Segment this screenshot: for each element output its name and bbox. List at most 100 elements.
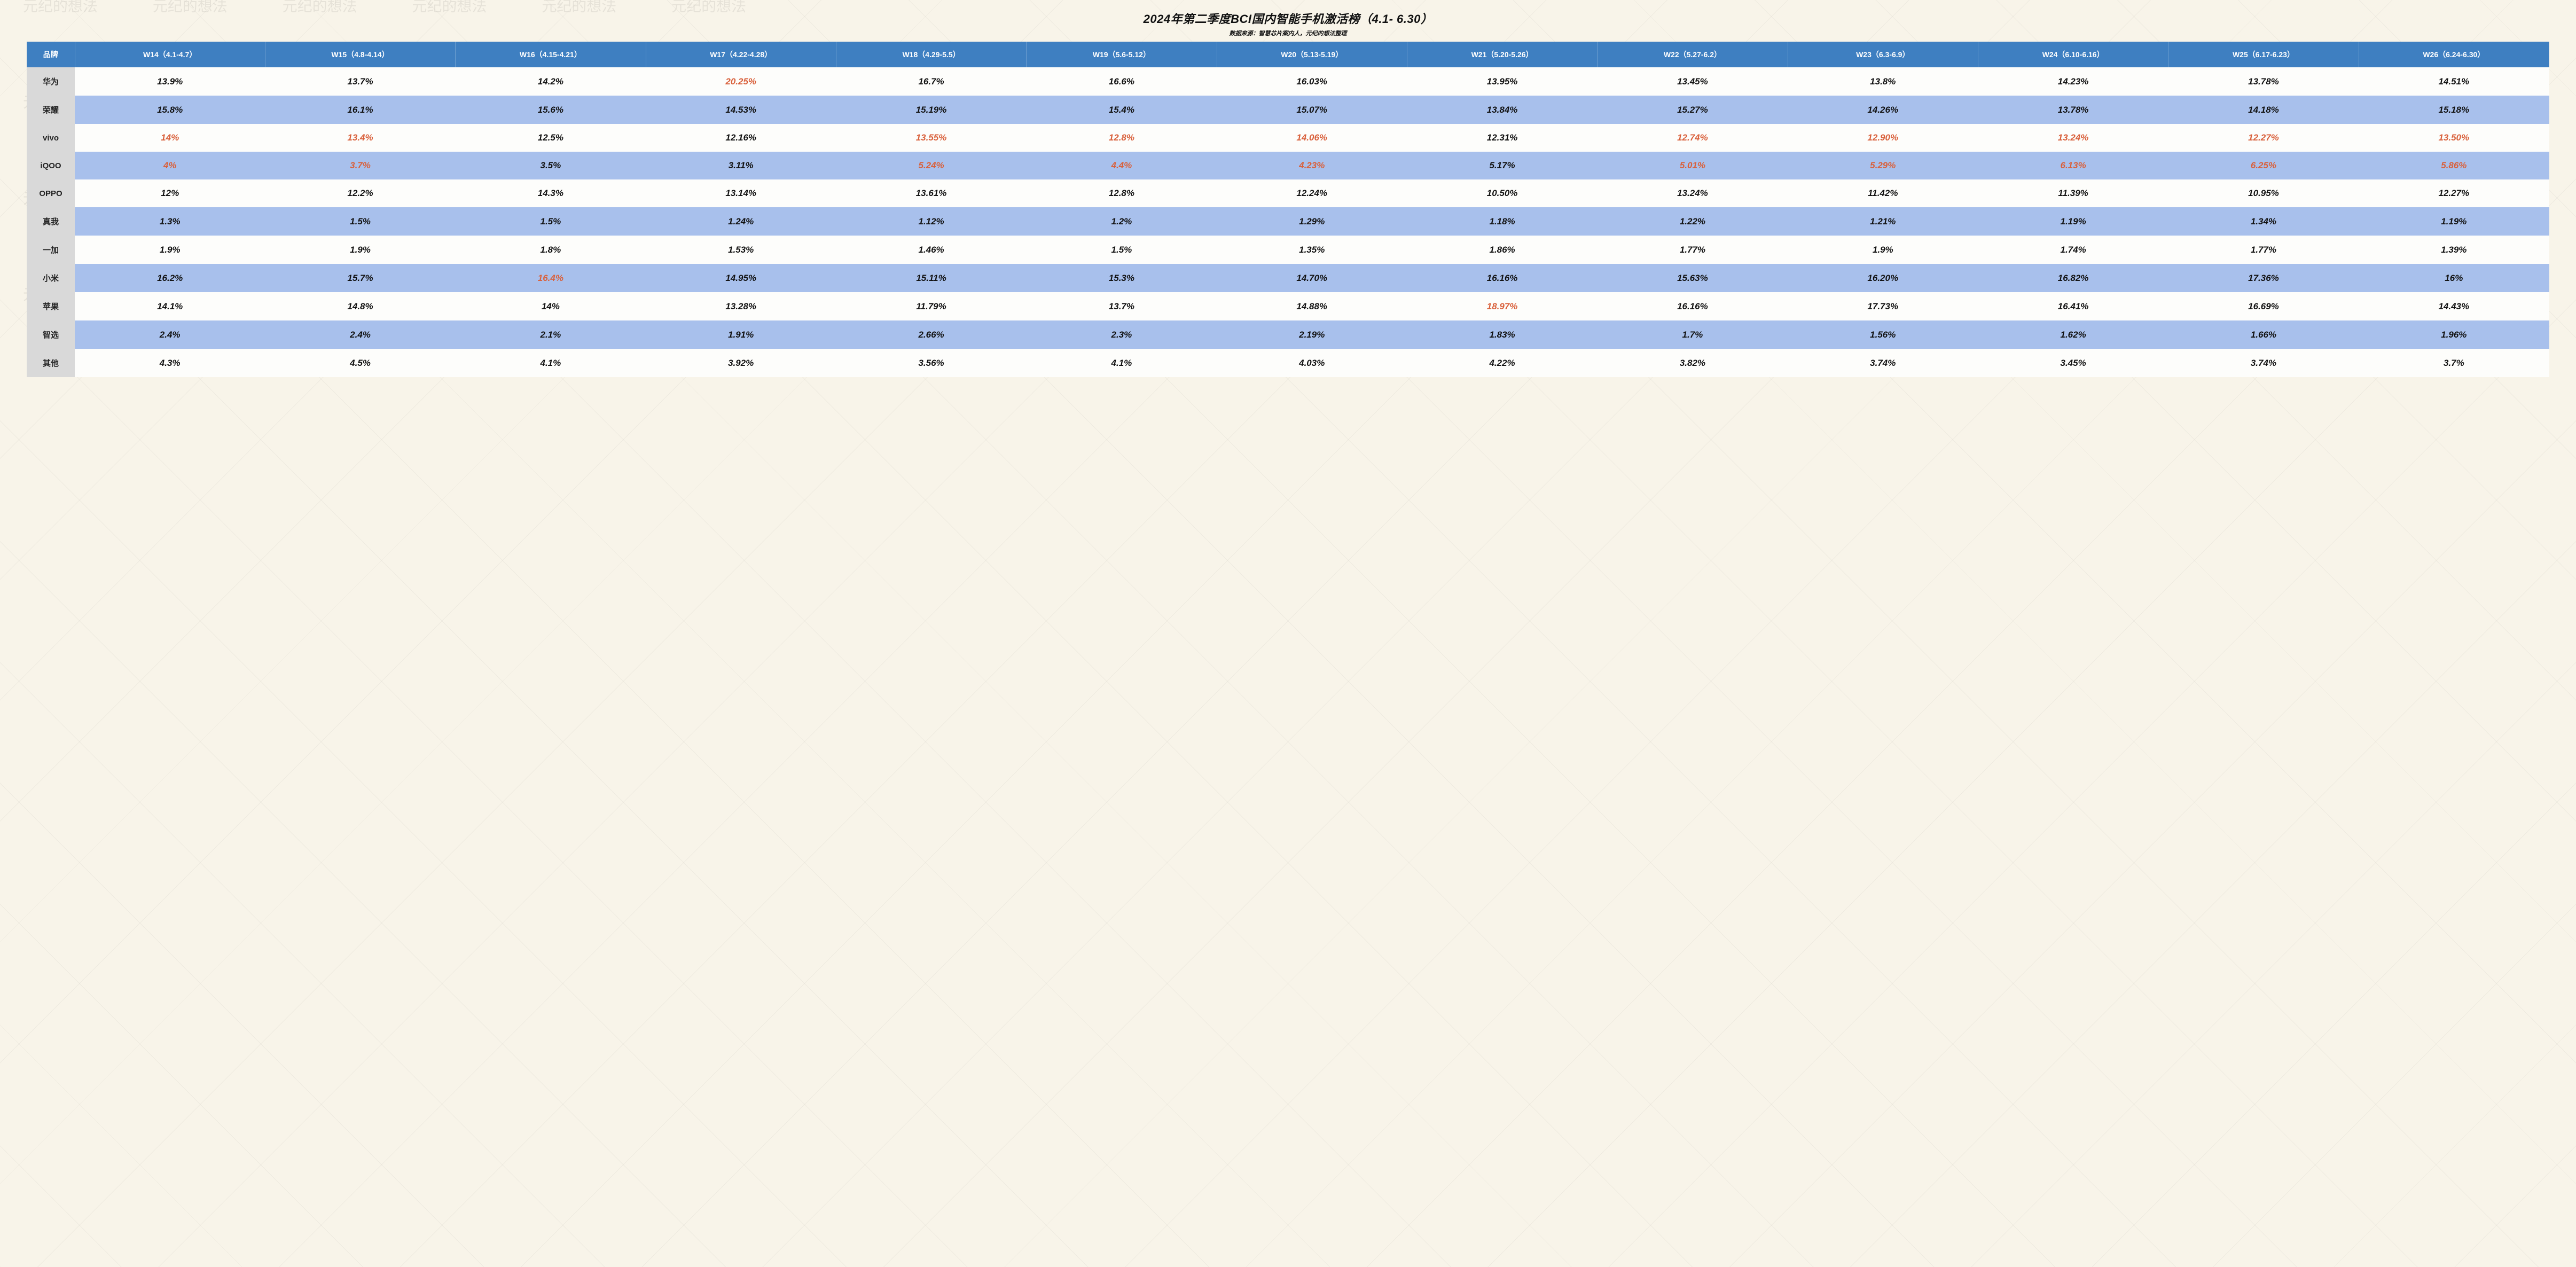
col-week: W21（5.20-5.26）: [1407, 42, 1597, 67]
value-cell: 2.66%: [836, 320, 1026, 349]
value-cell: 12.27%: [2168, 124, 2359, 152]
value-cell: 1.29%: [1217, 207, 1407, 236]
value-cell: 12.16%: [646, 124, 836, 152]
value-cell: 13.61%: [836, 179, 1026, 207]
brand-cell: 真我: [27, 207, 75, 236]
value-cell: 1.12%: [836, 207, 1026, 236]
value-cell: 16.41%: [1978, 292, 2168, 320]
brand-cell: 其他: [27, 349, 75, 377]
value-cell: 12.5%: [456, 124, 646, 152]
value-cell: 4%: [75, 152, 265, 179]
page-container: 2024年第二季度BCI国内智能手机激活榜（4.1- 6.30） 数据来源：智慧…: [0, 0, 2576, 1267]
value-cell: 3.7%: [265, 152, 455, 179]
table-row: 华为13.9%13.7%14.2%20.25%16.7%16.6%16.03%1…: [27, 67, 2549, 96]
value-cell: 4.23%: [1217, 152, 1407, 179]
table-row: 荣耀15.8%16.1%15.6%14.53%15.19%15.4%15.07%…: [27, 96, 2549, 124]
table-row: 一加1.9%1.9%1.8%1.53%1.46%1.5%1.35%1.86%1.…: [27, 236, 2549, 264]
value-cell: 12.24%: [1217, 179, 1407, 207]
value-cell: 4.1%: [456, 349, 646, 377]
value-cell: 16.69%: [2168, 292, 2359, 320]
value-cell: 2.4%: [265, 320, 455, 349]
value-cell: 1.74%: [1978, 236, 2168, 264]
value-cell: 1.91%: [646, 320, 836, 349]
col-week: W15（4.8-4.14）: [265, 42, 455, 67]
value-cell: 17.36%: [2168, 264, 2359, 292]
brand-cell: 苹果: [27, 292, 75, 320]
table-row: 智选2.4%2.4%2.1%1.91%2.66%2.3%2.19%1.83%1.…: [27, 320, 2549, 349]
value-cell: 14.2%: [456, 67, 646, 96]
table-row: 真我1.3%1.5%1.5%1.24%1.12%1.2%1.29%1.18%1.…: [27, 207, 2549, 236]
value-cell: 15.11%: [836, 264, 1026, 292]
value-cell: 16.16%: [1598, 292, 1788, 320]
value-cell: 1.39%: [2359, 236, 2549, 264]
value-cell: 13.14%: [646, 179, 836, 207]
value-cell: 12.90%: [1788, 124, 1978, 152]
col-week: W26（6.24-6.30）: [2359, 42, 2549, 67]
value-cell: 3.74%: [1788, 349, 1978, 377]
value-cell: 1.9%: [1788, 236, 1978, 264]
value-cell: 4.22%: [1407, 349, 1597, 377]
col-week: W20（5.13-5.19）: [1217, 42, 1407, 67]
value-cell: 1.77%: [1598, 236, 1788, 264]
value-cell: 1.83%: [1407, 320, 1597, 349]
value-cell: 1.9%: [265, 236, 455, 264]
value-cell: 16.6%: [1027, 67, 1217, 96]
value-cell: 14.26%: [1788, 96, 1978, 124]
value-cell: 16%: [2359, 264, 2549, 292]
value-cell: 14.3%: [456, 179, 646, 207]
brand-cell: 一加: [27, 236, 75, 264]
col-week: W17（4.22-4.28）: [646, 42, 836, 67]
value-cell: 13.7%: [1027, 292, 1217, 320]
value-cell: 13.9%: [75, 67, 265, 96]
value-cell: 14.43%: [2359, 292, 2549, 320]
table-row: OPPO12%12.2%14.3%13.14%13.61%12.8%12.24%…: [27, 179, 2549, 207]
table-header: 品牌W14（4.1-4.7）W15（4.8-4.14）W16（4.15-4.21…: [27, 42, 2549, 67]
value-cell: 15.7%: [265, 264, 455, 292]
value-cell: 1.56%: [1788, 320, 1978, 349]
value-cell: 11.42%: [1788, 179, 1978, 207]
value-cell: 14.8%: [265, 292, 455, 320]
value-cell: 16.20%: [1788, 264, 1978, 292]
value-cell: 1.21%: [1788, 207, 1978, 236]
value-cell: 11.39%: [1978, 179, 2168, 207]
value-cell: 15.8%: [75, 96, 265, 124]
value-cell: 13.24%: [1598, 179, 1788, 207]
value-cell: 5.17%: [1407, 152, 1597, 179]
value-cell: 4.03%: [1217, 349, 1407, 377]
value-cell: 1.24%: [646, 207, 836, 236]
value-cell: 1.9%: [75, 236, 265, 264]
brand-cell: 智选: [27, 320, 75, 349]
value-cell: 18.97%: [1407, 292, 1597, 320]
col-week: W18（4.29-5.5）: [836, 42, 1026, 67]
value-cell: 13.7%: [265, 67, 455, 96]
value-cell: 1.53%: [646, 236, 836, 264]
value-cell: 13.78%: [2168, 67, 2359, 96]
value-cell: 10.95%: [2168, 179, 2359, 207]
value-cell: 15.18%: [2359, 96, 2549, 124]
table-body: 华为13.9%13.7%14.2%20.25%16.7%16.6%16.03%1…: [27, 67, 2549, 377]
value-cell: 15.19%: [836, 96, 1026, 124]
value-cell: 13.50%: [2359, 124, 2549, 152]
value-cell: 1.2%: [1027, 207, 1217, 236]
table-row: iQOO4%3.7%3.5%3.11%5.24%4.4%4.23%5.17%5.…: [27, 152, 2549, 179]
value-cell: 1.86%: [1407, 236, 1597, 264]
value-cell: 5.86%: [2359, 152, 2549, 179]
brand-cell: OPPO: [27, 179, 75, 207]
value-cell: 13.84%: [1407, 96, 1597, 124]
value-cell: 12.27%: [2359, 179, 2549, 207]
value-cell: 3.92%: [646, 349, 836, 377]
value-cell: 1.62%: [1978, 320, 2168, 349]
value-cell: 16.03%: [1217, 67, 1407, 96]
value-cell: 1.22%: [1598, 207, 1788, 236]
value-cell: 14%: [75, 124, 265, 152]
value-cell: 12.2%: [265, 179, 455, 207]
value-cell: 1.66%: [2168, 320, 2359, 349]
value-cell: 15.27%: [1598, 96, 1788, 124]
value-cell: 16.4%: [456, 264, 646, 292]
value-cell: 12.8%: [1027, 124, 1217, 152]
table-row: vivo14%13.4%12.5%12.16%13.55%12.8%14.06%…: [27, 124, 2549, 152]
value-cell: 13.95%: [1407, 67, 1597, 96]
value-cell: 1.5%: [456, 207, 646, 236]
value-cell: 16.82%: [1978, 264, 2168, 292]
col-week: W22（5.27-6.2）: [1598, 42, 1788, 67]
